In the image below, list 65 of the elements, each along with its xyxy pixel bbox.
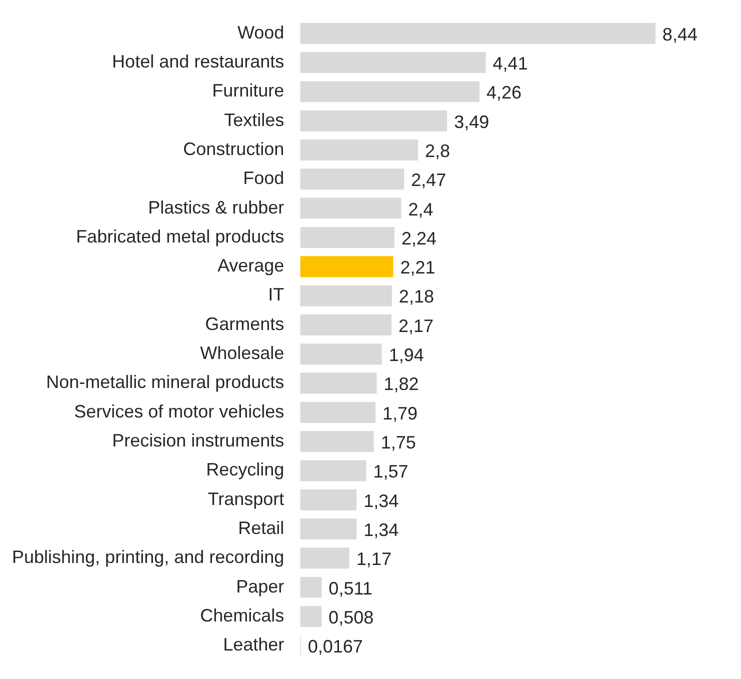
- bar: [300, 489, 357, 510]
- y-tick-label: Hotel and restaurants: [112, 52, 284, 72]
- y-tick-label: Non-metallic mineral products: [46, 372, 284, 392]
- bar: [300, 576, 322, 598]
- bar: [300, 22, 656, 44]
- data-label: 1,79: [382, 403, 418, 424]
- bar: [300, 606, 322, 627]
- data-label: 1,57: [373, 462, 408, 482]
- y-tick-label: Recycling: [206, 460, 284, 480]
- y-tick-label: Furniture: [212, 80, 284, 101]
- y-tick-label: Chemicals: [200, 605, 284, 626]
- bar: [300, 548, 350, 569]
- data-label: 2,24: [401, 228, 437, 248]
- data-label: 1,34: [364, 490, 399, 511]
- data-label: 2,47: [411, 170, 446, 190]
- y-tick-label: Average: [217, 256, 284, 276]
- y-tick-label: Retail: [238, 518, 284, 538]
- bar: [300, 81, 480, 102]
- bar: [300, 402, 376, 423]
- bar: [300, 168, 404, 190]
- bar: [300, 256, 394, 278]
- y-tick-label: Fabricated metal products: [76, 226, 284, 246]
- bar: [300, 140, 418, 160]
- y-tick-label: IT: [268, 284, 284, 305]
- y-tick-label: Garments: [205, 314, 284, 334]
- data-label: 2,18: [398, 286, 434, 307]
- data-label: 1,94: [388, 345, 424, 366]
- bar: [300, 431, 374, 452]
- data-label: 1,17: [356, 549, 392, 570]
- data-label: 4,41: [492, 54, 528, 74]
- bar: [300, 314, 392, 336]
- y-tick-label: Wood: [237, 22, 284, 42]
- data-label: 3,49: [454, 112, 490, 132]
- y-tick-label: Transport: [208, 488, 284, 509]
- data-label: 2,17: [398, 316, 434, 336]
- data-label: 0,511: [328, 578, 372, 598]
- data-label: 2,8: [425, 140, 450, 161]
- bar: [300, 198, 402, 219]
- y-tick-label: Services of motor vehicles: [74, 401, 284, 422]
- data-label: 2,4: [408, 199, 434, 220]
- data-label: 0,0167: [308, 636, 363, 657]
- y-tick-label: Construction: [183, 138, 284, 159]
- bar: [300, 285, 392, 306]
- data-label: 0,508: [328, 607, 374, 628]
- y-tick-label: Plastics & rubber: [148, 197, 284, 218]
- y-tick-label: Precision instruments: [112, 430, 284, 451]
- bar: [300, 344, 382, 365]
- bar: [300, 518, 357, 540]
- data-label: 8,44: [662, 24, 698, 44]
- y-tick-label: Paper: [236, 576, 284, 596]
- data-label: 2,21: [400, 258, 436, 278]
- bar: [300, 460, 366, 482]
- data-label: 1,75: [380, 432, 416, 453]
- data-label: 4,26: [486, 82, 522, 103]
- y-tick-label: Food: [243, 168, 284, 188]
- y-tick-label: Wholesale: [200, 343, 284, 364]
- y-tick-label: Publishing, printing, and recording: [12, 547, 284, 568]
- y-tick-label: Textiles: [224, 110, 284, 130]
- bar: [300, 110, 448, 132]
- data-label: 1,82: [384, 374, 419, 394]
- data-label: 1,34: [364, 520, 399, 540]
- y-tick-label: Leather: [223, 634, 284, 655]
- bar: [300, 226, 394, 248]
- bar: [300, 372, 377, 394]
- bar: [300, 52, 486, 74]
